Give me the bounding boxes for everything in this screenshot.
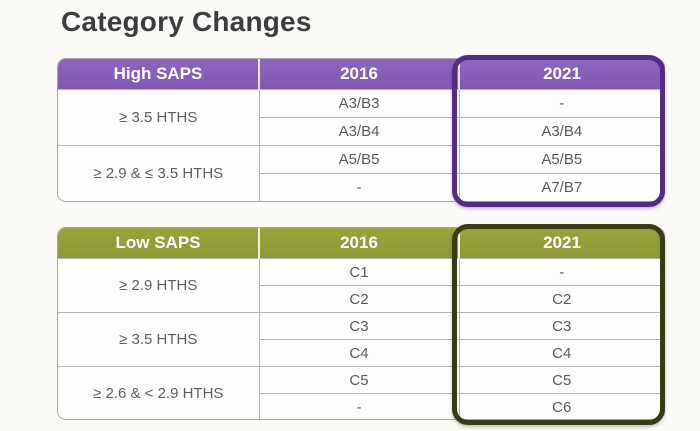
high-saps-table: High SAPS 2016 2021 ≥ 3.5 HTHS A3/B3 - A…: [57, 58, 665, 202]
cell-2016: C1: [258, 258, 459, 286]
cell-2016: C5: [258, 366, 459, 394]
table-row: ≥ 2.9 HTHS C1 -: [58, 258, 664, 313]
high-saps-2021-highlight-box: [452, 55, 665, 207]
cell-2021: A7/B7: [458, 173, 664, 201]
high-saps-year-2016-header: 2016: [258, 59, 459, 90]
cell-2021: -: [458, 89, 664, 118]
table-row: A3/B4 A3/B4: [58, 117, 664, 146]
hths-range-label: ≥ 3.5 HTHS: [58, 312, 259, 367]
cell-2016: C2: [258, 285, 459, 313]
cell-2021: -: [458, 258, 664, 286]
low-saps-header-row: Low SAPS 2016 2021: [58, 228, 664, 259]
low-saps-table: Low SAPS 2016 2021 ≥ 2.9 HTHS C1 - C2 C2…: [57, 227, 665, 420]
table-row: ≥ 2.6 & < 2.9 HTHS C5 C5: [58, 366, 664, 419]
cell-2021: C2: [458, 285, 664, 313]
hths-range-label: ≥ 2.6 & < 2.9 HTHS: [58, 366, 259, 419]
cell-2021: C4: [458, 339, 664, 367]
page-title: Category Changes: [61, 6, 312, 37]
cell-2016: -: [258, 393, 459, 419]
low-saps-year-2016-header: 2016: [258, 228, 459, 259]
cell-2016: C3: [258, 312, 459, 340]
low-saps-header-cell: Low SAPS: [58, 228, 259, 259]
cell-2016: -: [258, 173, 459, 201]
cell-2021: C6: [458, 393, 664, 419]
high-saps-header-row: High SAPS 2016 2021: [58, 59, 664, 90]
cell-2016: A5/B5: [258, 145, 459, 174]
cell-2016: A3/B4: [258, 117, 459, 146]
low-saps-2021-highlight-box: [452, 224, 665, 425]
table-row: C2 C2: [58, 285, 664, 313]
cell-2021: A3/B4: [458, 117, 664, 146]
hths-range-label: ≥ 2.9 HTHS: [58, 258, 259, 313]
table-row: ≥ 2.9 & ≤ 3.5 HTHS A5/B5 A5/B5: [58, 145, 664, 201]
hths-range-label: ≥ 2.9 & ≤ 3.5 HTHS: [58, 145, 259, 201]
table-row: C4 C4: [58, 339, 664, 367]
cell-2016: A3/B3: [258, 89, 459, 118]
table-row: - C6: [58, 393, 664, 419]
table-row: ≥ 3.5 HTHS A3/B3 -: [58, 89, 664, 146]
cell-2016: C4: [258, 339, 459, 367]
hths-range-label: ≥ 3.5 HTHS: [58, 89, 259, 146]
low-saps-year-2021-header: 2021: [458, 228, 664, 259]
high-saps-year-2021-header: 2021: [458, 59, 664, 90]
low-saps-table-grid: Low SAPS 2016 2021 ≥ 2.9 HTHS C1 - C2 C2…: [58, 228, 664, 419]
high-saps-header-cell: High SAPS: [58, 59, 259, 90]
cell-2021: A5/B5: [458, 145, 664, 174]
table-row: ≥ 3.5 HTHS C3 C3: [58, 312, 664, 367]
cell-2021: C5: [458, 366, 664, 394]
high-saps-table-grid: High SAPS 2016 2021 ≥ 3.5 HTHS A3/B3 - A…: [58, 59, 664, 201]
cell-2021: C3: [458, 312, 664, 340]
table-row: - A7/B7: [58, 173, 664, 201]
